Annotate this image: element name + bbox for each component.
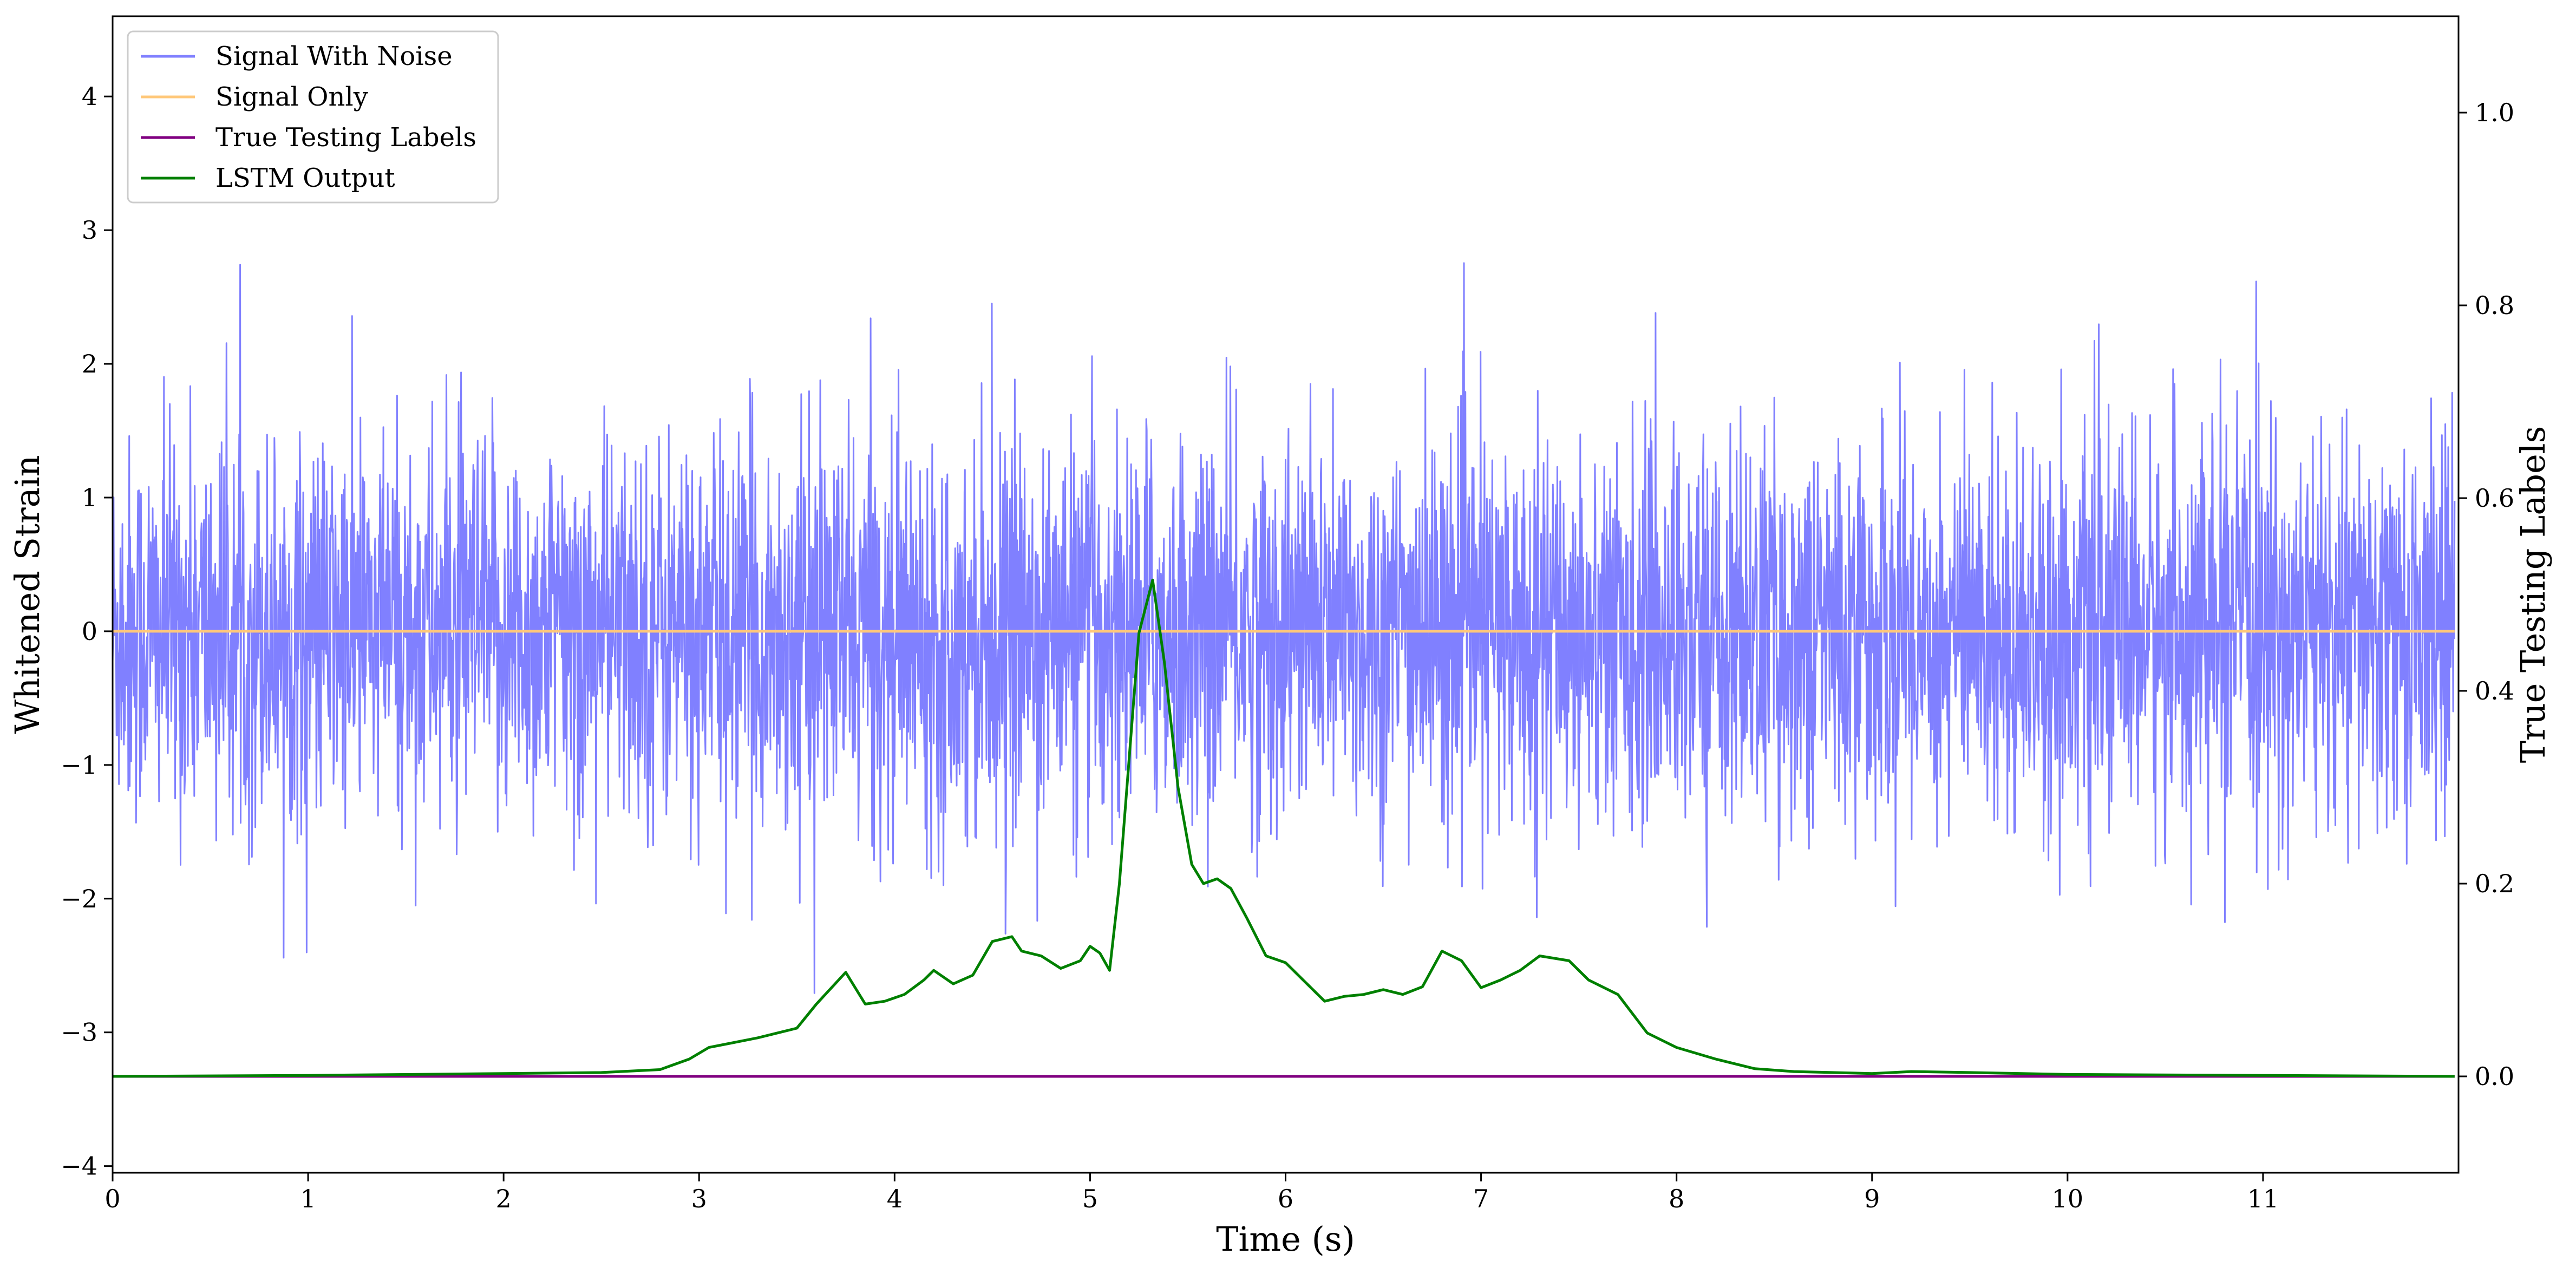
y-tick-label-left: −4	[61, 1152, 97, 1181]
y-tick-label-right: 1.0	[2475, 98, 2514, 127]
y-tick-label-left: 4	[82, 82, 97, 111]
x-tick-label: 2	[496, 1184, 512, 1213]
x-axis-label: Time (s)	[1216, 1219, 1355, 1259]
series-lstm-output	[113, 578, 2455, 1078]
y-tick-label-left: −3	[61, 1018, 97, 1047]
y-tick-label-right: 0.4	[2475, 676, 2514, 705]
y-tick-label-left: 0	[82, 617, 97, 646]
y-tick-label-right: 0.8	[2475, 291, 2514, 320]
x-tick-label: 7	[1473, 1184, 1489, 1213]
x-tick-label: 9	[1864, 1184, 1880, 1213]
y-tick-label-left: 1	[82, 483, 97, 512]
series-signal-with-noise	[113, 262, 2456, 994]
y-tick-label-left: 3	[82, 215, 97, 245]
y-tick-label-right: 0.6	[2475, 484, 2514, 513]
y-tick-label-left: −1	[61, 750, 97, 780]
legend-box	[127, 30, 499, 204]
x-tick-label: 11	[2247, 1184, 2279, 1213]
x-tick-label: 10	[2052, 1184, 2084, 1213]
y-axis-label-right: True Testing Labels	[2513, 426, 2553, 763]
x-axis: 0 1 2 3 4 5 6 7 8 9 10 11	[104, 1173, 2279, 1213]
x-tick-label: 1	[300, 1184, 316, 1213]
x-tick-label: 6	[1278, 1184, 1293, 1213]
y-axis-left: −4 −3 −2 −1 0 1 2 3 4	[61, 82, 113, 1181]
legend-label-lstm-output: LSTM Output	[215, 163, 395, 193]
x-tick-label: 0	[104, 1184, 120, 1213]
y-axis-label-left: Whitened Strain	[8, 455, 47, 734]
y-axis-right: 0.0 0.2 0.4 0.6 0.8 1.0	[2459, 98, 2514, 1091]
legend: Signal With Noise Signal Only True Testing…	[127, 30, 499, 204]
x-tick-label: 5	[1082, 1184, 1098, 1213]
x-tick-label: 3	[691, 1184, 707, 1213]
y-tick-label-right: 0.2	[2475, 869, 2514, 898]
y-tick-label-right: 0.0	[2475, 1062, 2514, 1091]
legend-label-signal-with-noise: Signal With Noise	[215, 41, 453, 71]
y-tick-label-left: −2	[61, 884, 97, 913]
legend-label-signal-only: Signal Only	[215, 82, 368, 112]
x-tick-label: 8	[1669, 1184, 1684, 1213]
x-tick-label: 4	[887, 1184, 903, 1213]
y-tick-label-left: 2	[82, 349, 97, 378]
legend-label-true-testing-labels: True Testing Labels	[215, 122, 476, 153]
series-layer	[113, 262, 2456, 1078]
